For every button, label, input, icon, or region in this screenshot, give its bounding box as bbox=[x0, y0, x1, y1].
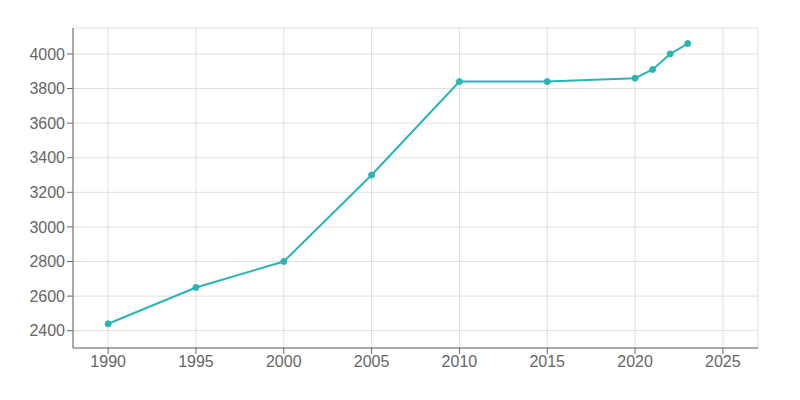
svg-text:4000: 4000 bbox=[29, 46, 65, 63]
svg-text:2000: 2000 bbox=[266, 353, 302, 370]
svg-text:1995: 1995 bbox=[178, 353, 214, 370]
svg-text:2005: 2005 bbox=[354, 353, 390, 370]
svg-text:3800: 3800 bbox=[29, 80, 65, 97]
svg-text:3600: 3600 bbox=[29, 115, 65, 132]
svg-text:2010: 2010 bbox=[442, 353, 478, 370]
svg-text:2015: 2015 bbox=[529, 353, 565, 370]
svg-text:1990: 1990 bbox=[90, 353, 126, 370]
svg-text:2600: 2600 bbox=[29, 288, 65, 305]
svg-text:2020: 2020 bbox=[617, 353, 653, 370]
svg-text:2400: 2400 bbox=[29, 322, 65, 339]
svg-text:2025: 2025 bbox=[705, 353, 741, 370]
svg-text:3200: 3200 bbox=[29, 184, 65, 201]
svg-text:3400: 3400 bbox=[29, 149, 65, 166]
svg-text:2800: 2800 bbox=[29, 253, 65, 270]
svg-text:3000: 3000 bbox=[29, 219, 65, 236]
